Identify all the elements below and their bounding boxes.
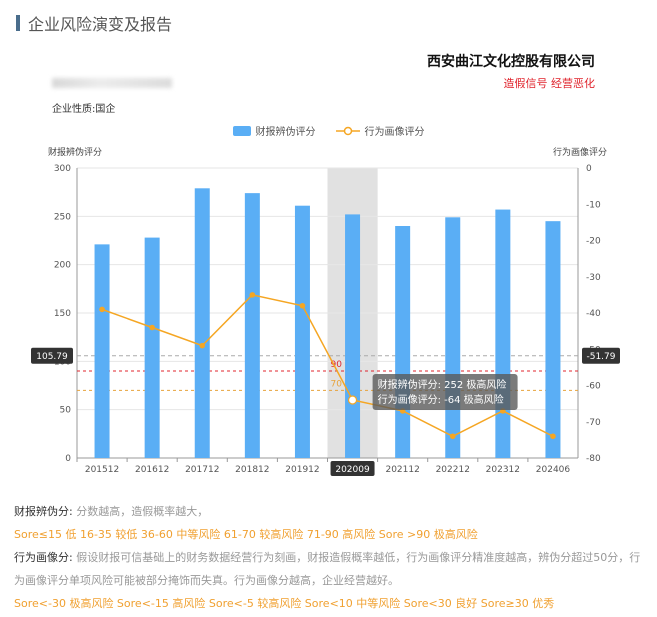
line-point [199, 342, 206, 349]
line-swatch-icon [335, 126, 360, 135]
y-right-tick-label: -30 [586, 273, 601, 283]
line-point [449, 433, 456, 440]
legend-label-bar: 财报辨伪评分 [255, 127, 316, 138]
line-point [249, 292, 256, 298]
bar [395, 226, 411, 458]
y-right-tick-label: -80 [586, 454, 601, 464]
crosshair-left-value: 105.79 [36, 352, 68, 362]
crosshair-right-badge [582, 347, 620, 364]
score-notes: 财报辨伪分: 分数越高，造假概率越大， Sore≤15 低 16-35 较低 3… [14, 500, 644, 615]
bar [144, 237, 160, 458]
bar-swatch-icon [232, 125, 251, 136]
beh-scale: Sore<-30 极高风险 Sore<-15 高风险 Sore<-5 较高风险 … [14, 597, 555, 610]
bar [445, 217, 461, 458]
x-tick-label: 201812 [235, 465, 269, 475]
x-tick-label: 202212 [436, 465, 470, 475]
bar [345, 214, 361, 458]
beh-note-label: 行为画像分: [14, 551, 73, 564]
y-axis-left-label: 财报辨伪评分 [48, 148, 103, 158]
crosshair-right-value: -51.79 [586, 352, 615, 362]
x-tick-label: 202406 [536, 465, 571, 475]
tooltip-box [372, 374, 518, 410]
page-title: 企业风险演变及报告 [28, 15, 173, 34]
bar [495, 209, 511, 458]
y-left-tick-label: 300 [54, 164, 71, 174]
fin-note-desc: 分数越高，造假概率越大， [76, 505, 209, 518]
bar [294, 205, 310, 458]
line-point [299, 302, 306, 309]
legend-item-bar[interactable]: 财报辨伪评分 [232, 123, 316, 138]
line-series [101, 294, 554, 438]
bar [545, 221, 561, 458]
y-right-tick-label: -60 [586, 382, 601, 392]
line-point [347, 395, 358, 405]
chart-legend: 财报辨伪评分 行为画像评分 [0, 123, 657, 138]
fin-note-label: 财报辨伪分: [14, 505, 73, 518]
x-tick-label: 201512 [85, 465, 119, 475]
x-highlight-badge [330, 461, 375, 476]
y-left-tick-label: 50 [60, 406, 72, 416]
bar [194, 188, 210, 459]
tooltip-line: 财报辨伪评分: 252 极高风险 [378, 378, 507, 391]
y-axis-right-label: 行为画像评分 [552, 148, 607, 158]
y-right-tick-label: -40 [586, 309, 601, 319]
x-tick-label: 202009 [335, 465, 370, 475]
fin-note: 财报辨伪分: 分数越高，造假概率越大， [14, 500, 644, 523]
fin-scale: Sore≤15 低 16-35 较低 36-60 中等风险 61-70 较高风险… [14, 528, 478, 541]
risk-chart[interactable]: 0501001502002503000-10-20-30-40-50-60-70… [0, 0, 657, 490]
x-tick-label: 202112 [385, 465, 419, 475]
line-point [550, 433, 556, 440]
company-nature: 企业性质:国企 [52, 104, 116, 115]
bar [244, 193, 260, 458]
legend-item-line[interactable]: 行为画像评分 [335, 123, 425, 138]
bar [94, 244, 110, 458]
y-left-tick-label: 150 [54, 309, 71, 319]
beh-note: 行为画像分: 假设财报可信基础上的财务数据经营行为刻画，财报造假概率越低，行为画… [14, 546, 644, 592]
x-tick-label: 201612 [135, 465, 169, 475]
reference-label: 70 [331, 379, 343, 389]
x-tick-label: 202312 [486, 465, 520, 475]
company-name: 西安曲江文化控股有限公司 [427, 54, 595, 70]
title-marker [16, 15, 20, 31]
redacted-text [52, 78, 172, 88]
y-right-tick-label: 0 [586, 164, 592, 174]
y-right-tick-label: -10 [586, 200, 601, 210]
line-point [149, 324, 155, 331]
tooltip-line: 行为画像评分: -64 极高风险 [378, 393, 504, 406]
y-right-tick-label: -70 [586, 418, 601, 428]
x-tick-label: 201912 [285, 465, 319, 475]
crosshair-left-badge [31, 347, 73, 364]
section-header: 企业风险演变及报告 [16, 12, 172, 34]
risk-signal: 造假信号 经营恶化 [503, 77, 596, 90]
legend-label-line: 行为画像评分 [364, 127, 425, 138]
y-right-tick-label: -20 [586, 237, 601, 247]
y-left-tick-label: 250 [54, 212, 71, 222]
y-left-tick-label: 0 [65, 454, 71, 464]
y-left-tick-label: 200 [54, 261, 71, 271]
x-tick-label: 201712 [185, 465, 219, 475]
beh-note-desc: 假设财报可信基础上的财务数据经营行为刻画，财报造假概率越低，行为画像评分精准度越… [14, 551, 641, 587]
line-point [99, 306, 105, 313]
reference-label: 90 [331, 360, 343, 370]
